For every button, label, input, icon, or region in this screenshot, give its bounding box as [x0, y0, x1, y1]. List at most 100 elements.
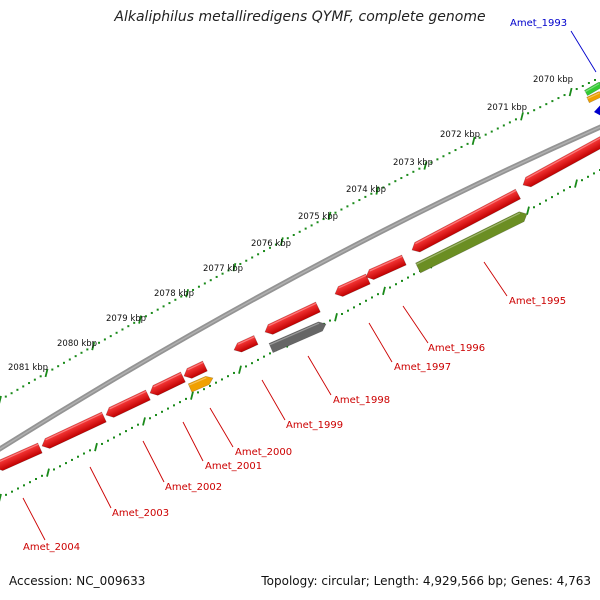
gene-amet-1998-red [264, 301, 321, 335]
outer-ring-dot [406, 173, 409, 176]
outer-ring-dot [490, 130, 493, 133]
outer-ring-dot [587, 82, 590, 85]
gene-label-amet-2003[interactable]: Amet_2003 [112, 508, 169, 519]
gene-amet-2001-shine [153, 372, 182, 388]
inner-ring-dot [389, 286, 391, 289]
outer-ring-dot [22, 385, 25, 388]
kbp-tick-label: 2072 kbp [440, 130, 480, 140]
outer-ring-major-tick [327, 211, 332, 221]
outer-ring-dot [340, 208, 343, 211]
inner-ring-dot [581, 179, 583, 182]
outer-ring-major-tick [471, 136, 476, 146]
outer-ring-dot [527, 112, 530, 115]
inner-ring-dot [101, 442, 103, 445]
outer-ring-dot [168, 302, 171, 305]
gene-label-amet-1996[interactable]: Amet_1996 [428, 343, 485, 354]
inner-ring-dot [365, 299, 367, 302]
outer-ring-dot [268, 246, 271, 249]
outer-ring-dot [442, 155, 445, 158]
gene-label-amet-1995[interactable]: Amet_1995 [509, 296, 566, 307]
gene-amet-1998 [268, 321, 327, 353]
outer-ring-dot [418, 167, 421, 170]
leader-amet-1999 [261, 379, 286, 421]
inner-ring-dot [83, 452, 85, 455]
outer-ring-dot [539, 106, 542, 109]
outer-ring-dot [227, 269, 230, 272]
inner-ring-dot [563, 189, 565, 192]
accession-text: Accession: NC_009633 [9, 574, 146, 588]
inner-ring-dot [227, 375, 229, 378]
gene-amet-1998-red-body [264, 301, 321, 335]
inner-ring-dot [5, 493, 7, 496]
kbp-tick-label: 2079 kbp [106, 314, 146, 324]
inner-ring-dot [587, 175, 589, 178]
gene-label-amet-1997[interactable]: Amet_1997 [394, 362, 451, 373]
outer-ring-dot [358, 199, 361, 202]
inner-ring-dot [17, 487, 19, 490]
gene-amet-2000-shine [188, 377, 207, 386]
gene-amet-1998-body [268, 321, 327, 353]
outer-ring-dot [197, 285, 200, 288]
inner-ring-dot [89, 449, 91, 452]
outer-ring-dot [557, 97, 560, 100]
inner-ring-dot [557, 192, 559, 195]
leader-amet-1995 [483, 261, 508, 297]
kbp-tick-label: 2075 kbp [298, 212, 338, 222]
inner-ring-dot [245, 365, 247, 368]
kbp-tick-label: 2076 kbp [251, 239, 291, 249]
gene-amet-1995-shine [415, 212, 521, 265]
gene-amet-1997 [334, 273, 371, 297]
gene-label-amet-1999[interactable]: Amet_1999 [286, 420, 343, 431]
gene-label-amet-2004[interactable]: Amet_2004 [23, 542, 80, 553]
gene-amet-1995-red-body [411, 188, 521, 253]
gene-label-amet-1993[interactable]: Amet_1993 [510, 18, 567, 29]
gene-label-amet-2001[interactable]: Amet_2001 [205, 461, 262, 472]
inner-ring-major-tick [238, 365, 242, 374]
outer-ring-dot [436, 158, 439, 161]
outer-ring-major-tick [185, 289, 190, 298]
backbone-highlight [0, 126, 600, 450]
outer-ring-dot [4, 395, 7, 398]
outer-ring-major-tick [279, 237, 284, 246]
outer-ring-major-tick [375, 186, 380, 195]
gene-amet-2003-shine [45, 412, 103, 441]
inner-ring-dot [263, 355, 265, 358]
inner-ring-dot [137, 423, 139, 426]
inner-ring-dot [65, 462, 67, 465]
outer-ring-dot [39, 375, 42, 378]
inner-ring-dot [353, 306, 355, 309]
outer-ring-major-tick [520, 112, 524, 121]
inner-ring-dot [407, 276, 409, 279]
outer-ring-dot [162, 305, 165, 308]
leader-amet-1997 [368, 322, 393, 363]
outer-ring-dot [150, 311, 153, 314]
outer-ring-dot [298, 230, 301, 233]
outer-ring-major-tick [44, 368, 49, 378]
inner-ring-major-tick [0, 493, 2, 502]
inner-ring-dot [53, 468, 55, 471]
inner-ring-major-tick [46, 468, 50, 477]
inner-ring-dot [125, 430, 127, 433]
gene-label-amet-1998[interactable]: Amet_1998 [333, 395, 390, 406]
inner-ring-dot [59, 465, 61, 468]
outer-ring-dot [316, 221, 319, 224]
outer-ring-dot [115, 331, 118, 334]
gene-amet-2002 [105, 389, 151, 418]
outer-ring-dot [16, 388, 19, 391]
dotted-tick-rings [0, 79, 600, 502]
outer-ring-major-tick [138, 315, 142, 324]
inner-ring-dot [35, 477, 37, 480]
outer-ring-dot [80, 351, 83, 354]
outer-ring-dot [370, 192, 373, 195]
outer-ring-dot [180, 295, 183, 298]
outer-ring-dot [156, 308, 159, 311]
gene-label-amet-2000[interactable]: Amet_2000 [235, 447, 292, 458]
gene-label-amet-2002[interactable]: Amet_2002 [165, 482, 222, 493]
outer-ring-dot [514, 118, 517, 121]
outer-ring-dot [62, 361, 65, 364]
gene-amet-2001 [149, 371, 186, 396]
inner-ring-dot [233, 371, 235, 374]
kbp-tick-label: 2080 kbp [57, 339, 97, 349]
outer-ring-dot [304, 227, 307, 230]
gene-amet-1995 [415, 211, 528, 274]
